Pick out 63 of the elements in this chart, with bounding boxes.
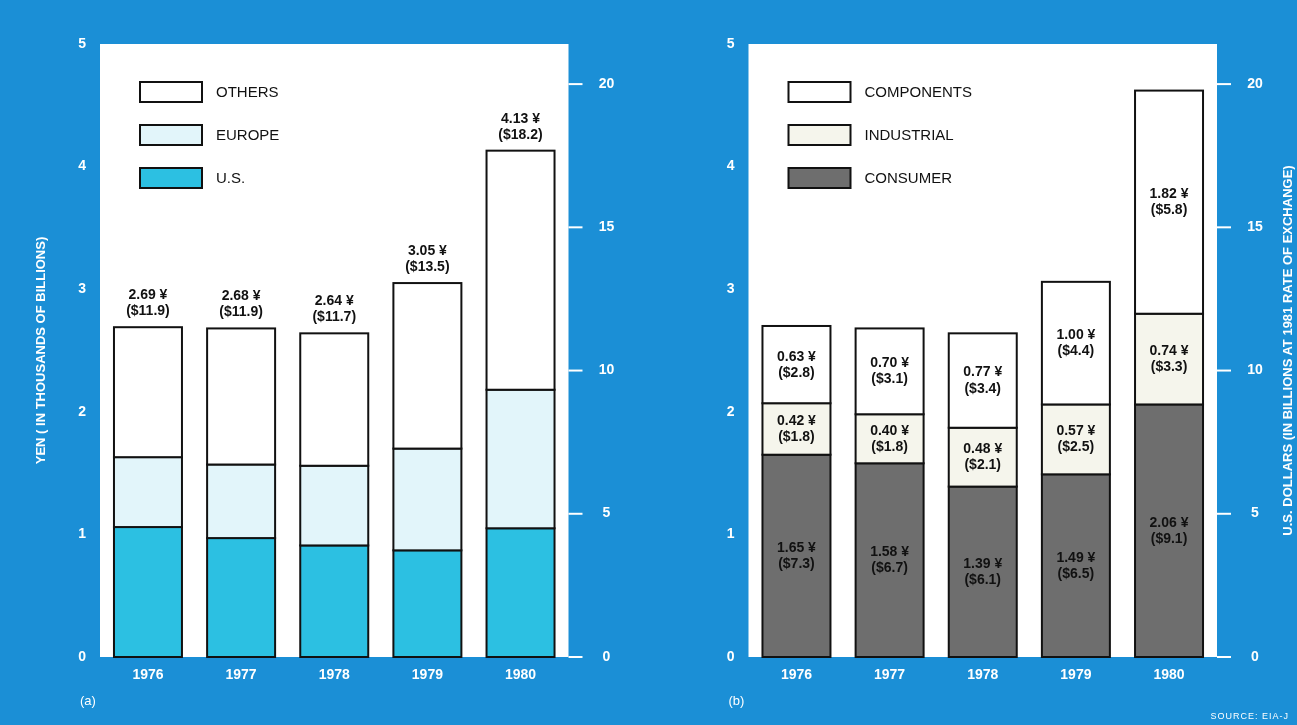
data-label: 1.49 ¥ ($6.5) (1056, 548, 1096, 581)
data-label: 2.06 ¥ ($9.1) (1149, 513, 1189, 546)
x-tick-label: 1978 (967, 665, 999, 682)
y2-tick-label: 5 (602, 504, 611, 521)
x-tick-label: 1976 (132, 665, 164, 682)
y-tick-label: 3 (726, 279, 735, 296)
y2-tick-label: 5 (1251, 504, 1260, 521)
y2-axis-title: U.S. DOLLARS (IN BILLIONS AT 1981 RATE OF EXCHANGE) (1280, 165, 1296, 536)
x-tick-label: 1976 (780, 665, 813, 682)
y-tick-label: 0 (726, 647, 735, 664)
data-label: 0.40 ¥ ($1.8) (870, 421, 910, 454)
data-label: 0.63 ¥ ($2.8) (777, 347, 817, 380)
x-tick-label: 1979 (411, 665, 444, 682)
data-label: 0.42 ¥ ($1.8) (777, 411, 817, 444)
y-tick-label: 5 (726, 34, 735, 51)
y-tick-label: 3 (78, 279, 87, 296)
y-tick-label: 0 (78, 647, 87, 664)
data-label: 1.65 ¥ ($7.3) (777, 538, 817, 571)
data-label: 0.70 ¥ ($3.1) (870, 354, 910, 387)
y-tick-label: 4 (726, 157, 735, 174)
data-label: 1.58 ¥ ($6.7) (870, 542, 910, 575)
legend-label: OTHERS (216, 82, 279, 100)
y-tick-label: 1 (78, 525, 87, 542)
y-tick-label: 2 (78, 402, 87, 419)
x-tick-label: 1980 (1153, 665, 1185, 682)
y2-tick-label: 20 (1247, 74, 1263, 91)
y-tick-label: 1 (726, 525, 735, 542)
x-tick-label: 1978 (318, 665, 351, 682)
data-label: 1.00 ¥ ($4.4) (1056, 325, 1096, 358)
source-note: SOURCE: EIA-J (1210, 711, 1289, 721)
y-tick-label: 4 (78, 157, 87, 174)
legend-label: CONSUMER (864, 168, 953, 186)
y2-tick-label: 20 (598, 74, 615, 91)
legend-label: U.S. (216, 168, 246, 186)
x-tick-label: 1977 (874, 665, 906, 682)
data-label: 1.39 ¥ ($6.1) (963, 554, 1003, 587)
y2-tick-label: 0 (1251, 647, 1260, 664)
y-tick-label: 5 (78, 34, 87, 51)
y2-tick-label: 10 (598, 361, 615, 378)
y2-tick-label: 15 (598, 218, 615, 235)
x-tick-label: 1977 (225, 665, 257, 682)
x-tick-label: 1980 (504, 665, 537, 682)
text: (b) (728, 693, 745, 708)
text: (a) (80, 693, 96, 708)
data-label: 0.74 ¥ ($3.3) (1149, 341, 1189, 374)
y-tick-label: 2 (726, 402, 735, 419)
y2-tick-label: 0 (602, 647, 611, 664)
legend-label: COMPONENTS (864, 82, 973, 100)
total-label: 2.68 ¥ ($11.9) (219, 287, 263, 320)
y-axis-title: YEN ( IN THOUSANDS OF BILLIONS) (33, 236, 49, 465)
data-label: 0.48 ¥ ($2.1) (963, 439, 1003, 472)
y2-tick-label: 10 (1247, 361, 1263, 378)
x-tick-label: 1979 (1060, 665, 1092, 682)
total-label: 2.69 ¥ ($11.9) (126, 285, 170, 318)
data-label: 0.57 ¥ ($2.5) (1056, 422, 1096, 455)
total-label: 2.64 ¥ ($11.7) (312, 291, 357, 325)
total-label: 4.13 ¥ ($18.2) (498, 109, 543, 142)
y2-tick-label: 15 (1247, 218, 1263, 235)
data-label: 1.82 ¥ ($5.8) (1149, 184, 1189, 217)
legend-label: INDUSTRIAL (864, 125, 954, 143)
total-label: 3.05 ¥ ($13.5) (405, 241, 450, 274)
data-label: 0.77 ¥ ($3.4) (963, 363, 1003, 396)
legend-label: EUROPE (216, 125, 280, 143)
